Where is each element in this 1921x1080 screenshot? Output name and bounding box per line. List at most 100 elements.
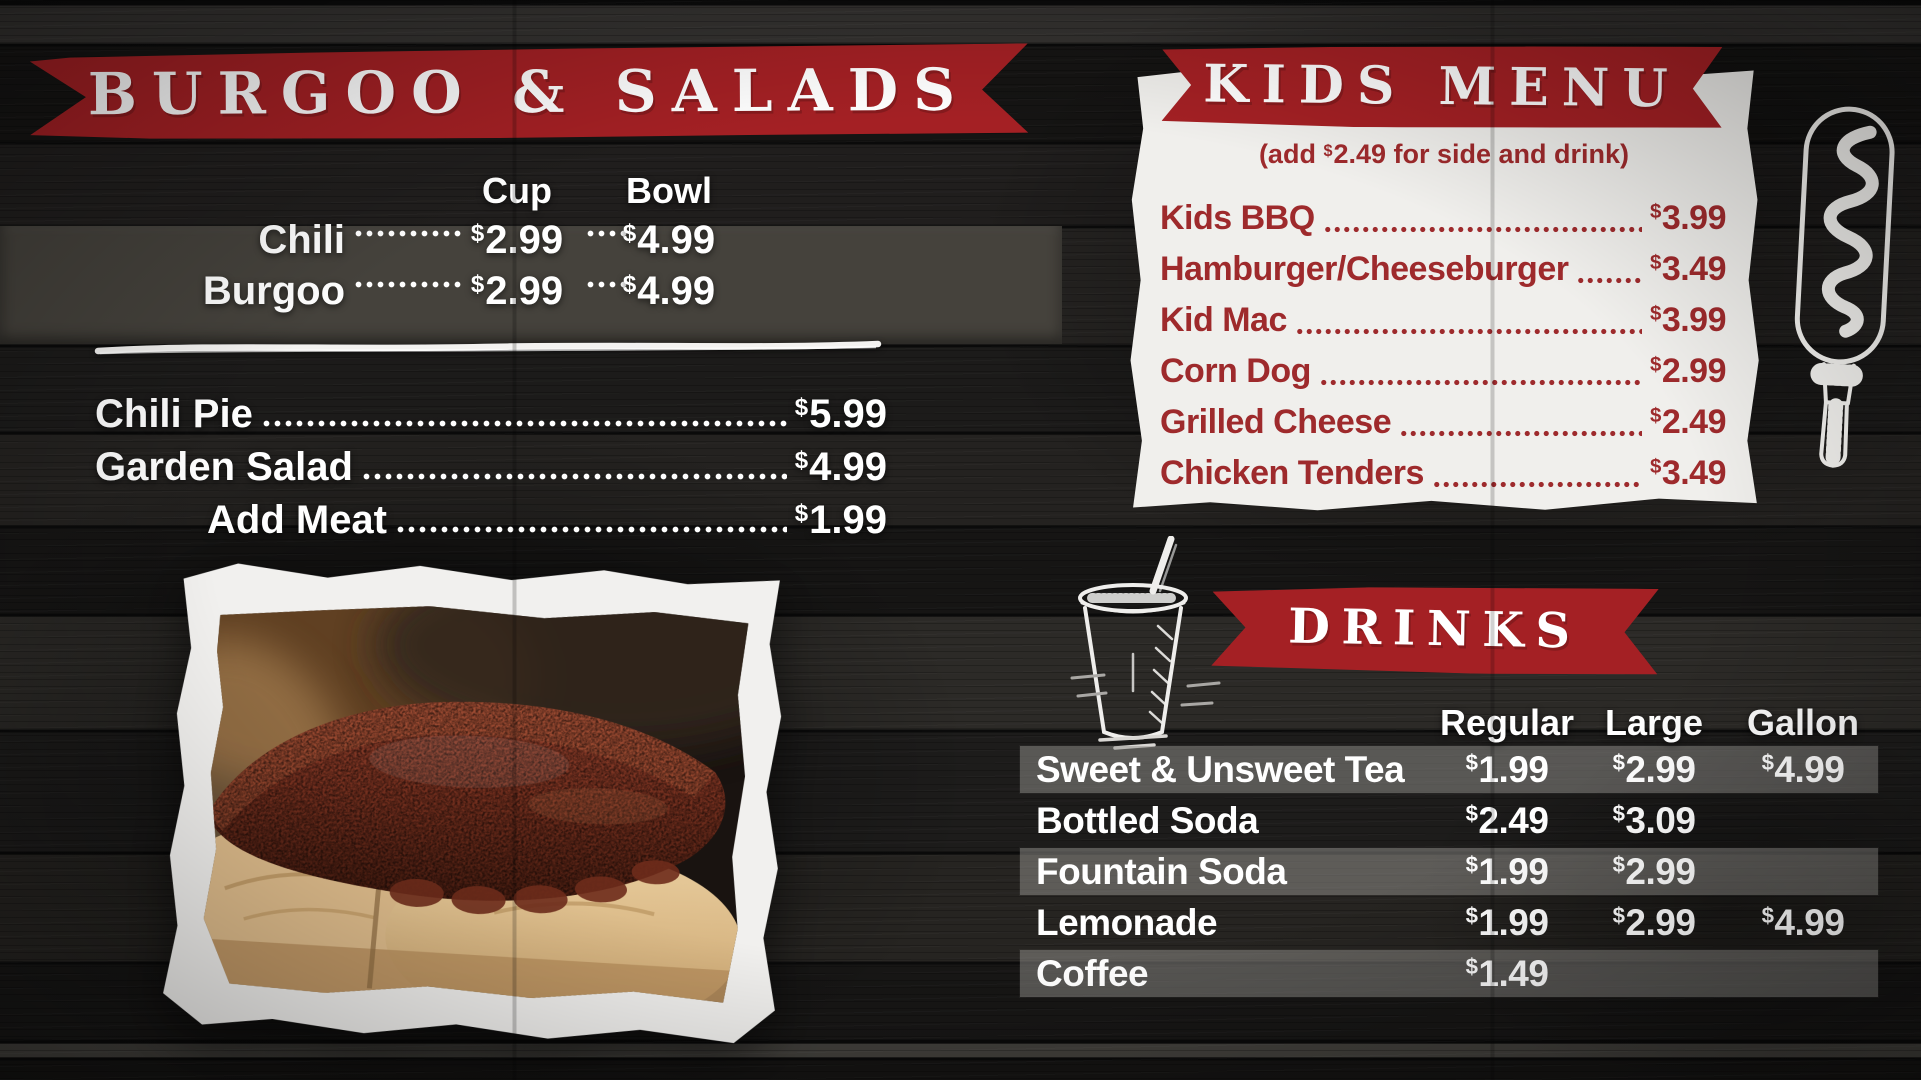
kids-menu-note: (add $2.49 for side and drink) [1258, 139, 1630, 169]
dotted-leader [1399, 430, 1642, 437]
price-value: 1.49 [1478, 952, 1549, 994]
menu-row: Bottled Soda $2.49 $3.09 [1020, 797, 1878, 844]
price-value: 3.49 [1661, 453, 1727, 492]
menu-row: Sweet & Unsweet Tea $1.99 $2.99 $4.99 [1020, 746, 1878, 793]
price-cell: $3.09 [1580, 800, 1728, 842]
item-price: $2.49 [1466, 800, 1549, 841]
dollar-sign: $ [1761, 750, 1774, 776]
item-price: $2.49 [1649, 402, 1727, 442]
price-value: 2.99 [1625, 748, 1696, 790]
item-price: $1.99 [1466, 851, 1549, 892]
item-price: $4.99 [1762, 902, 1845, 943]
item-price: $3.99 [1649, 300, 1727, 340]
price-value: 4.99 [637, 268, 716, 313]
item-name: Lemonade [1036, 901, 1218, 943]
hand-drawn-divider [94, 340, 882, 355]
dollar-sign: $ [1612, 852, 1625, 878]
menu-row: Lemonade $1.99 $2.99 $4.99 [1020, 899, 1878, 946]
item-price: $4.99 [623, 269, 715, 313]
dollar-sign: $ [1649, 303, 1661, 326]
price-value: 1.99 [1478, 850, 1549, 892]
dollar-sign: $ [1649, 405, 1661, 428]
item-price: $2.99 [1613, 851, 1696, 892]
item-price: $2.99 [471, 218, 563, 262]
dollar-sign: $ [1649, 456, 1661, 479]
dollar-sign: $ [1612, 903, 1625, 929]
item-price: $3.99 [1650, 198, 1727, 238]
menu-row: Fountain Soda $1.99 $2.99 [1020, 848, 1878, 895]
item-price: $3.49 [1650, 249, 1727, 289]
drinks-title: DRINKS [1287, 598, 1583, 660]
dotted-leader [585, 230, 627, 237]
item-name: Chili Pie [95, 391, 253, 436]
column-header-bowl: Bowl [626, 170, 712, 211]
dollar-sign: $ [794, 499, 809, 527]
item-name: Chicken Tenders [1160, 453, 1424, 492]
price-value: 3.99 [1661, 300, 1727, 339]
price-cell: $1.99 [1434, 902, 1580, 944]
menu-row: Grilled Cheese $2.49 [1160, 400, 1727, 444]
dollar-sign: $ [794, 446, 809, 474]
dollar-sign: $ [1323, 142, 1333, 161]
salads-items-list: Chili Pie $5.99 Garden Salad $4.99 Add Meat $… [95, 392, 887, 551]
column-header-cup: Cup [482, 170, 552, 211]
item-name: Corn Dog [1160, 351, 1311, 390]
item-price: $1.99 [1466, 902, 1549, 943]
dollar-sign: $ [1465, 954, 1478, 980]
price-value: 2.99 [485, 217, 564, 262]
dotted-leader [260, 420, 787, 427]
item-name: Kids BBQ [1160, 198, 1315, 237]
item-price: $1.99 [795, 498, 887, 542]
price-value: 3.49 [1661, 249, 1727, 288]
dotted-leader [1318, 379, 1642, 386]
dollar-sign: $ [470, 270, 485, 298]
dollar-sign: $ [622, 270, 637, 298]
price-value: 1.99 [809, 497, 887, 542]
price-value: 4.99 [1774, 901, 1845, 943]
price-value: 4.99 [809, 444, 887, 489]
dollar-sign: $ [1612, 750, 1625, 776]
price-value: 5.99 [809, 391, 887, 436]
column-header-large: Large [1604, 702, 1704, 743]
menu-row: Add Meat $1.99 [95, 498, 887, 542]
item-price: $4.99 [1762, 749, 1845, 790]
price-value: 1.99 [1478, 901, 1549, 943]
item-name: Bottled Soda [1036, 799, 1259, 841]
dotted-leader [1431, 481, 1642, 488]
price-cell: $1.99 [1434, 851, 1580, 893]
price-value: 3.09 [1625, 799, 1696, 841]
item-price: $4.99 [795, 445, 887, 489]
price-cell: $2.99 [1580, 902, 1728, 944]
price-value: 3.99 [1661, 198, 1727, 237]
item-name: Garden Salad [95, 444, 353, 489]
price-value: 2.99 [485, 268, 564, 313]
drinks-banner: DRINKS [1211, 581, 1658, 677]
menu-row: Burgoo $2.99 $4.99 [90, 266, 790, 316]
price-value: 2.49 [1661, 402, 1727, 441]
menu-row: Garden Salad $4.99 [95, 445, 887, 489]
menu-row: Corn Dog $2.99 [1160, 349, 1727, 393]
price-cell: $2.99 [1580, 749, 1728, 791]
dotted-leader [395, 526, 787, 533]
cup-bowl-rows: Chili $2.99 $4.99 Burgoo $2.99 $4.99 [90, 215, 790, 316]
item-name: Coffee [1036, 952, 1149, 994]
menu-row: Chicken Tenders $3.49 [1160, 451, 1727, 495]
column-header-regular: Regular [1439, 702, 1575, 743]
corn-dog-icon [1794, 106, 1895, 469]
item-price: $3.49 [1649, 453, 1727, 493]
dollar-sign: $ [1649, 354, 1661, 377]
ribs-photo [160, 551, 794, 1050]
dollar-sign: $ [794, 393, 809, 421]
item-price: $5.99 [795, 392, 887, 436]
dotted-leader [353, 230, 465, 237]
item-price: $4.99 [623, 218, 715, 262]
kids-menu-banner: KIDS MENU [1162, 41, 1723, 131]
kids-menu-items: Kids BBQ $3.99 Hamburger/Cheeseburger $3.49… [1160, 196, 1727, 502]
price-cell: $4.99 [1728, 749, 1878, 791]
price-value: 1.99 [1478, 748, 1549, 790]
dollar-sign: $ [1612, 801, 1625, 827]
item-name: Kid Mac [1160, 300, 1287, 339]
price-value: 2.99 [1661, 351, 1727, 390]
dotted-leader [585, 281, 627, 288]
